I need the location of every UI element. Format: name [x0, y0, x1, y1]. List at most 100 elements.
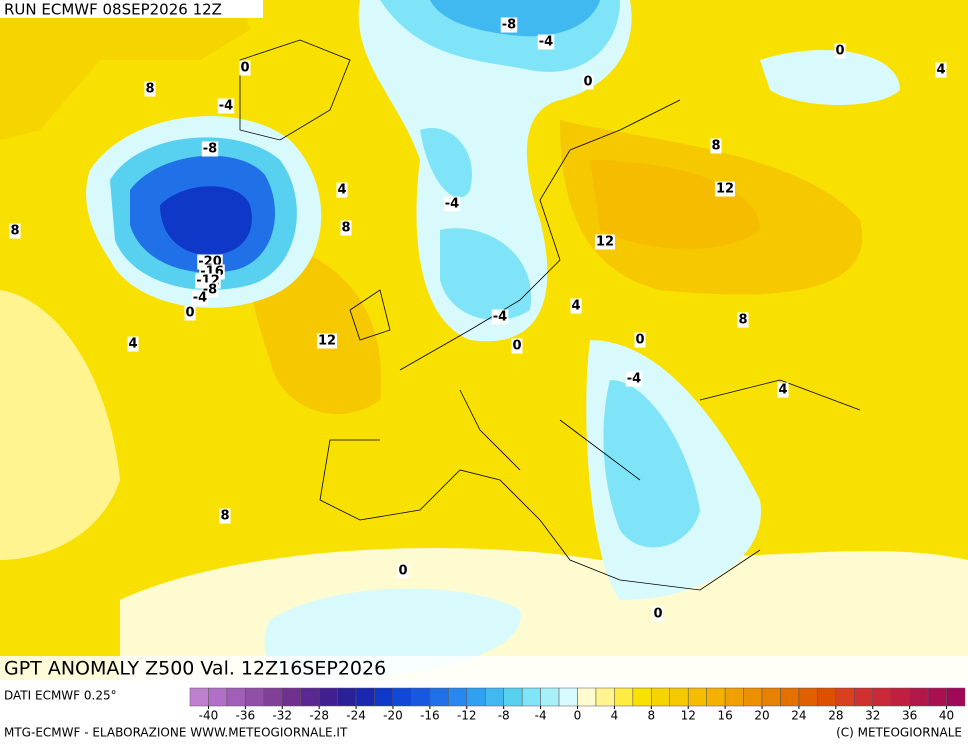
contour-label: -4: [445, 197, 459, 212]
colorbar-tick-label: 28: [828, 709, 843, 723]
colorbar-box: [780, 687, 800, 707]
colorbar-tick-label: -12: [457, 709, 477, 723]
colorbar-tick-label: -36: [236, 709, 256, 723]
colorbar-box: [706, 687, 726, 707]
colorbar-tick-label: -4: [535, 709, 547, 723]
contour-label: -4: [493, 310, 507, 325]
colorbar-tick-label: -28: [309, 709, 329, 723]
colorbar-tick-label: 32: [865, 709, 880, 723]
contour-label: 8: [220, 509, 229, 524]
label-background: [935, 62, 947, 78]
colorbar-box: [854, 687, 873, 707]
footer-right: (C) METEOGIORNALE: [836, 726, 962, 740]
colorbar-box: [743, 687, 763, 707]
contour-label: 4: [936, 63, 945, 78]
label-background: [217, 98, 235, 114]
colorbar-box: [927, 687, 947, 707]
contour-label: 8: [145, 82, 154, 97]
field-region: [160, 186, 252, 255]
colorbar-tick-label: 20: [754, 709, 769, 723]
contour-label: 4: [337, 183, 346, 198]
colorbar-tick-label: 0: [574, 709, 582, 723]
colorbar-box: [577, 687, 597, 707]
colorbar-box: [540, 687, 560, 707]
colorbar-box: [263, 687, 283, 707]
field-region: [420, 128, 472, 198]
contour-label: -4: [193, 291, 207, 306]
contour-label: 0: [512, 339, 521, 354]
label-background: [511, 338, 523, 354]
colorbar-box: [411, 687, 431, 707]
title-box: [0, 656, 968, 680]
contour-label: -4: [219, 99, 233, 114]
contour-label: 0: [185, 306, 194, 321]
contour-label: 12: [596, 235, 614, 250]
contour-label: -8: [502, 18, 516, 33]
label-background: [191, 290, 209, 306]
colorbar-box: [429, 687, 449, 707]
label-background: [537, 34, 555, 50]
contour-label: -4: [627, 372, 641, 387]
colorbar-box: [890, 687, 910, 707]
colorbar-box: [798, 687, 818, 707]
colorbar: -40 -36 -32 -28 -24 -20 -16 -12 -8 -4 0 4 8 12 16 20 24 2…: [189, 687, 966, 723]
colorbar-box: [208, 687, 228, 707]
colorbar-tick-label: -24: [346, 709, 366, 723]
contour-label: 8: [10, 224, 19, 239]
colorbar-tick-label: -16: [420, 709, 440, 723]
colorbar-box: [484, 687, 504, 707]
colorbar-box: [392, 687, 412, 707]
label-background: [710, 138, 722, 154]
label-background: [625, 371, 643, 387]
colorbar-box: [318, 687, 338, 707]
colorbar-box: [651, 687, 671, 707]
field-region: [603, 380, 700, 548]
colorbar-box: [669, 687, 689, 707]
label-background: [316, 333, 338, 349]
colorbar-tick-label: 40: [939, 709, 954, 723]
field-region: [440, 228, 532, 320]
label-background: [239, 60, 251, 76]
label-background: [500, 17, 518, 33]
contour-label: 0: [835, 44, 844, 59]
label-background: [594, 234, 616, 250]
label-background: [570, 298, 582, 314]
label-background: [336, 182, 348, 198]
colorbar-tick-label: 4: [611, 709, 619, 723]
colorbar-box: [355, 687, 375, 707]
run-header: RUN ECMWF 08SEP2026 12Z: [4, 1, 222, 19]
colorbar-tick-label: 8: [647, 709, 655, 723]
label-background: [777, 382, 789, 398]
colorbar-box: [872, 687, 892, 707]
label-background: [491, 309, 509, 325]
contour-label: 8: [341, 221, 350, 236]
label-background: [144, 81, 156, 97]
label-background: [397, 563, 409, 579]
contour-label: 0: [240, 61, 249, 76]
contour-label: 12: [716, 182, 734, 197]
label-background: [714, 181, 736, 197]
contour-label: 8: [738, 313, 747, 328]
field-region: [760, 50, 900, 105]
label-background: [340, 220, 352, 236]
colorbar-box: [466, 687, 486, 707]
contour-label: 4: [571, 299, 580, 314]
colorbar-box: [521, 687, 541, 707]
field-region: [0, 290, 120, 560]
colorbar-tick-label: -40: [199, 709, 219, 723]
colorbar-box: [448, 687, 468, 707]
field-region: [0, 0, 250, 140]
colorbar-box: [300, 687, 320, 707]
label-background: [834, 43, 846, 59]
colorbar-tick-label: 12: [681, 709, 696, 723]
label-background: [184, 305, 196, 321]
label-background: [127, 336, 139, 352]
colorbar-tick-label: 16: [717, 709, 732, 723]
footer-left: MTG-ECMWF - ELABORAZIONE WWW.METEOGIORNA…: [4, 726, 348, 740]
colorbar-box: [614, 687, 634, 707]
colorbar-box: [724, 687, 744, 707]
colorbar-box: [946, 687, 966, 707]
contour-label: 4: [778, 383, 787, 398]
map-title: GPT ANOMALY Z500 Val. 12Z16SEP2026: [4, 658, 386, 680]
